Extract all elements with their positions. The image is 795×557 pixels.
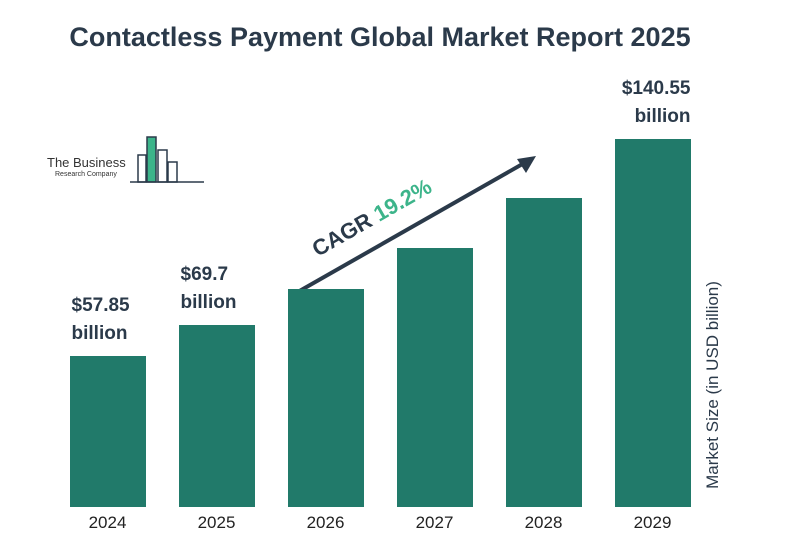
x-tick-label: 2027 <box>415 513 454 532</box>
logo-text: The Business <box>47 155 126 170</box>
cagr-arrowhead <box>517 156 536 173</box>
value-label: $57.85 billion <box>71 294 130 344</box>
x-tick-label: 2025 <box>197 513 236 532</box>
bar <box>396 247 473 507</box>
value-label: $69.7 billion <box>180 263 237 313</box>
x-tick-label: 2029 <box>633 513 672 532</box>
y-axis-label: Market Size (in USD billion) <box>703 281 722 489</box>
logo-icon <box>130 136 204 183</box>
x-tick-label: 2028 <box>524 513 563 532</box>
chart-title: Contactless Payment Global Market Report… <box>69 22 691 52</box>
bar <box>178 324 255 507</box>
cagr-arrow <box>295 160 527 295</box>
value-label: $140.55 billion <box>621 78 691 127</box>
x-tick-label: 2024 <box>88 513 127 532</box>
bar <box>69 355 146 507</box>
x-tick-label: 2026 <box>306 513 345 532</box>
bar <box>614 139 691 507</box>
bar <box>287 289 364 507</box>
bar <box>505 198 582 507</box>
logo-subtext: Research Company <box>55 171 117 178</box>
